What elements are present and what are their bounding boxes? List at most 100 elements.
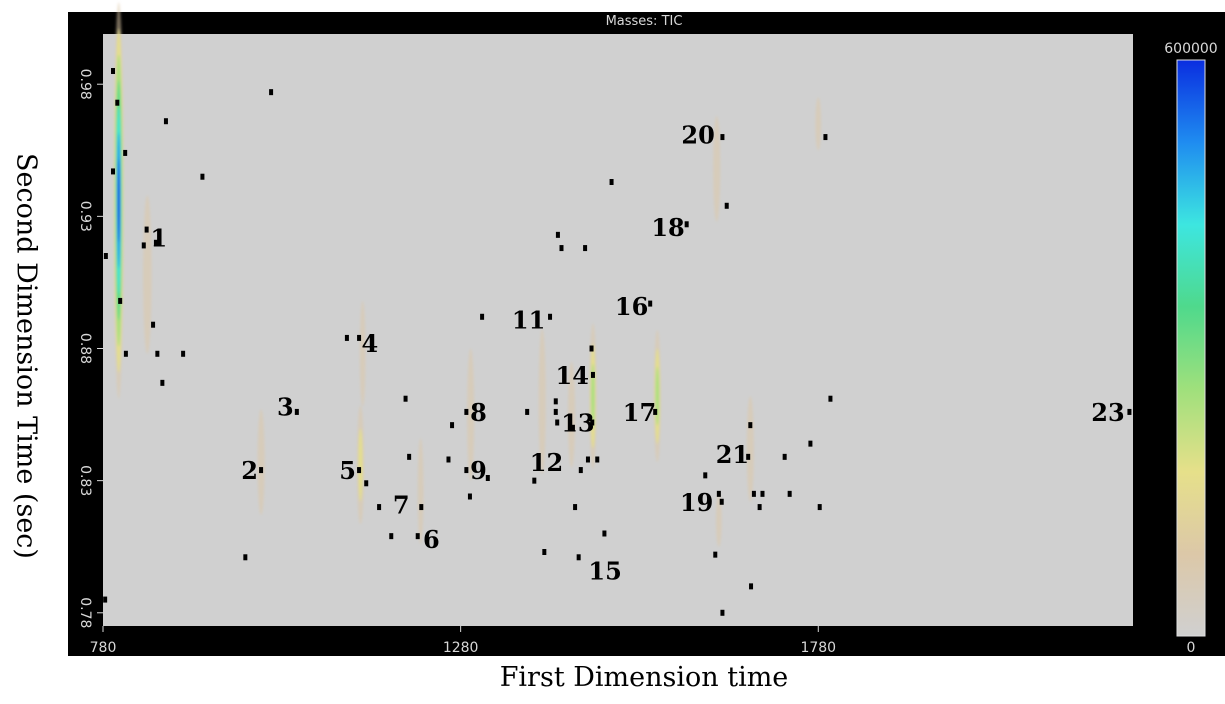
peak-marker xyxy=(583,245,588,252)
peak-blob xyxy=(715,493,722,547)
peak-marker xyxy=(269,89,274,96)
peak-marker xyxy=(553,398,558,405)
chart-title: Masses: TIC xyxy=(605,14,683,29)
peak-marker xyxy=(720,134,725,141)
colorbar: 600000 0 xyxy=(1164,41,1217,656)
peak-number-label: 1 xyxy=(150,224,167,253)
peak-contour xyxy=(358,428,363,502)
peak-blob xyxy=(653,330,661,463)
peak-contour xyxy=(417,438,424,545)
colorbar-bar xyxy=(1176,59,1206,637)
peak-blob xyxy=(257,409,265,515)
peak-marker xyxy=(464,467,469,474)
peak-marker xyxy=(787,490,792,497)
peak-marker xyxy=(480,313,485,320)
peak-marker xyxy=(808,440,813,447)
peak-marker xyxy=(389,533,394,540)
peak-marker xyxy=(719,498,724,505)
peak-blob xyxy=(113,2,124,399)
peak-marker xyxy=(419,504,424,511)
peak-marker xyxy=(364,480,369,487)
peak-number-label: 18 xyxy=(651,213,684,242)
peak-marker xyxy=(294,408,299,415)
peak-number-label: 23 xyxy=(1091,398,1124,427)
peak-marker xyxy=(713,551,718,558)
peak-marker xyxy=(823,134,828,141)
peak-marker xyxy=(123,149,128,156)
peak-marker xyxy=(485,475,490,481)
peak-contour xyxy=(655,366,659,426)
peak-marker xyxy=(578,467,583,474)
y-tick-label: 0.83 xyxy=(77,465,93,496)
peak-marker xyxy=(243,554,248,561)
peak-contour xyxy=(713,115,721,222)
peak-marker xyxy=(648,300,653,307)
peak-contour xyxy=(143,195,152,354)
peak-marker xyxy=(344,334,349,341)
peak-marker xyxy=(464,408,469,415)
x-tick-label: 1780 xyxy=(800,640,836,656)
peak-marker xyxy=(589,345,594,352)
peak-marker xyxy=(724,202,729,209)
peak-marker xyxy=(590,419,595,426)
peak-marker xyxy=(585,456,590,463)
peak-number-label: 8 xyxy=(470,398,487,427)
peak-number-label: 14 xyxy=(556,361,589,390)
peak-marker xyxy=(760,490,765,497)
peak-marker xyxy=(123,350,128,357)
peak-marker xyxy=(111,68,116,74)
peak-marker xyxy=(576,554,581,561)
peak-marker xyxy=(357,467,362,474)
peak-marker xyxy=(555,231,560,238)
peak-marker xyxy=(570,424,575,431)
peak-contour xyxy=(257,409,265,515)
peak-marker xyxy=(751,490,756,497)
peak-number-label: 17 xyxy=(623,398,656,427)
peak-marker xyxy=(103,596,108,603)
peak-marker xyxy=(532,477,537,484)
peak-marker xyxy=(525,408,530,415)
peak-marker xyxy=(555,419,560,426)
peak-blob xyxy=(713,115,721,222)
y-axis-label: Second Dimension Time (sec) xyxy=(10,153,42,559)
peak-marker xyxy=(141,242,146,249)
peak-marker xyxy=(118,297,123,304)
markers-layer xyxy=(103,68,1132,616)
peak-number-label: 19 xyxy=(680,488,713,517)
peak-number-label: 2 xyxy=(241,456,258,485)
peak-number-label: 6 xyxy=(423,525,440,554)
peak-marker xyxy=(548,313,553,320)
peak-number-label: 21 xyxy=(716,440,749,469)
colorbar-min-label: 0 xyxy=(1187,640,1196,656)
peak-marker xyxy=(446,456,451,463)
peak-marker xyxy=(782,453,787,460)
peak-contour xyxy=(359,300,366,407)
peak-marker xyxy=(720,609,725,616)
peak-blob xyxy=(567,361,576,468)
peak-blob xyxy=(815,97,822,151)
peak-marker xyxy=(684,221,689,228)
peak-marker xyxy=(103,253,108,259)
peak-marker xyxy=(1127,408,1132,415)
peak-blob xyxy=(417,438,424,545)
peak-blob xyxy=(359,300,366,407)
y-tick-label: 0.88 xyxy=(77,333,93,364)
peak-blob xyxy=(356,405,365,525)
plot-area xyxy=(103,34,1133,626)
peak-marker xyxy=(817,504,822,511)
peak-number-label: 20 xyxy=(681,120,714,149)
peak-marker xyxy=(415,533,420,540)
x-tick-label: 1280 xyxy=(443,640,479,656)
peak-marker xyxy=(467,493,472,500)
y-tick-label: 0.98 xyxy=(77,69,93,100)
peak-marker xyxy=(151,321,156,328)
peak-marker xyxy=(748,422,753,429)
peak-number-label: 3 xyxy=(277,393,294,422)
x-tick-label: 780 xyxy=(90,640,117,656)
peak-marker xyxy=(653,408,658,415)
peak-contour xyxy=(567,361,576,468)
peak-blob xyxy=(538,328,546,475)
peak-marker xyxy=(163,118,168,125)
